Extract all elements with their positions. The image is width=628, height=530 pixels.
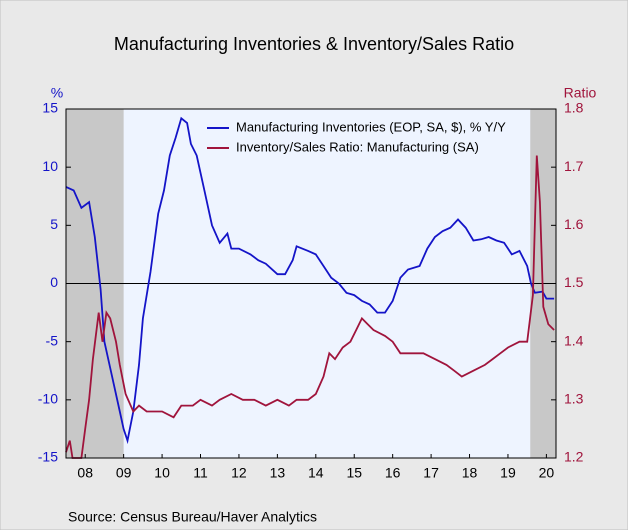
x-tick-label: 15 <box>346 465 362 481</box>
y-tick-label: -15 <box>38 449 58 465</box>
x-tick-label: 17 <box>423 465 439 481</box>
x-tick-label: 16 <box>385 465 401 481</box>
x-tick-label: 19 <box>500 465 516 481</box>
plot-border <box>65 108 557 459</box>
y2-tick-label: 1.8 <box>564 100 584 116</box>
y-tick-label: 15 <box>42 100 58 116</box>
x-tick-label: 20 <box>539 465 555 481</box>
legend-label: Inventory/Sales Ratio: Manufacturing (SA… <box>236 139 479 154</box>
y2-tick-label: 1.2 <box>564 449 584 465</box>
y2-tick-label: 1.3 <box>564 391 584 407</box>
data-line <box>65 155 555 459</box>
y2-tick-label: 1.7 <box>564 158 584 174</box>
x-tick-label: 10 <box>154 465 170 481</box>
x-tick-label: 18 <box>462 465 478 481</box>
chart-title: Manufacturing Inventories & Inventory/Sa… <box>114 34 514 54</box>
y2-axis-label: Ratio <box>564 85 597 101</box>
data-line <box>65 116 555 445</box>
x-tick-label: 08 <box>77 465 93 481</box>
source-note: Source: Census Bureau/Haver Analytics <box>68 509 317 525</box>
x-tick-label: 11 <box>193 465 208 481</box>
x-tick-label: 09 <box>116 465 132 481</box>
legend-label: Manufacturing Inventories (EOP, SA, $), … <box>236 119 506 134</box>
y-tick-label: -5 <box>46 332 59 348</box>
x-tick-label: 14 <box>308 465 324 481</box>
x-tick-label: 13 <box>270 465 286 481</box>
y2-tick-label: 1.6 <box>564 216 584 232</box>
y-axis-label: % <box>51 85 63 101</box>
y-tick-label: 10 <box>42 158 58 174</box>
y-tick-label: 0 <box>50 274 58 290</box>
y2-tick-label: 1.5 <box>564 274 584 290</box>
y-tick-label: -10 <box>38 391 58 407</box>
x-tick-label: 12 <box>231 465 247 481</box>
y2-tick-label: 1.4 <box>564 332 584 348</box>
y-tick-label: 5 <box>50 216 58 232</box>
